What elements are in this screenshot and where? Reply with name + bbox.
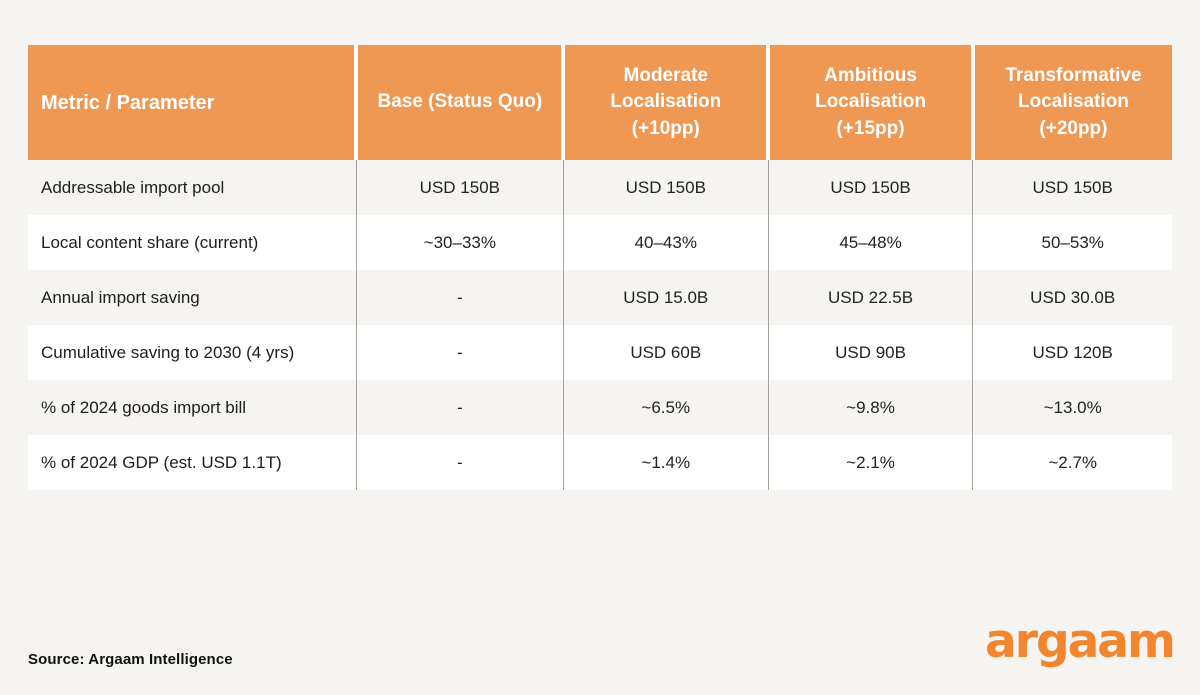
source-note: Source: Argaam Intelligence xyxy=(28,651,233,668)
cell-value: USD 30.0B xyxy=(972,270,1172,325)
cell-value: ~1.4% xyxy=(562,435,769,490)
cell-value: 40–43% xyxy=(562,215,769,270)
row-metric: % of 2024 GDP (est. USD 1.1T) xyxy=(41,452,282,472)
cell-value: USD 120B xyxy=(972,325,1172,380)
header-metric-parameter: Metric / Parameter xyxy=(28,45,357,160)
table-row: Local content share (current) ~30–33% 40… xyxy=(28,215,1172,270)
table-row: % of 2024 goods import bill - ~6.5% ~9.8… xyxy=(28,380,1172,435)
cell-value: USD 22.5B xyxy=(767,270,973,325)
cell-value: USD 90B xyxy=(767,325,973,380)
cell-value: - xyxy=(355,270,564,325)
header-ambitious-localisation: Ambitious Localisation (+15pp) xyxy=(766,45,973,160)
cell-value: USD 150B xyxy=(972,160,1172,215)
table-body: Addressable import pool USD 150B USD 150… xyxy=(28,160,1172,490)
table-row: % of 2024 GDP (est. USD 1.1T) - ~1.4% ~2… xyxy=(28,435,1172,490)
table-row: Cumulative saving to 2030 (4 yrs) - USD … xyxy=(28,325,1172,380)
cell-value: ~13.0% xyxy=(972,380,1172,435)
argaam-logo: argaam xyxy=(985,614,1176,669)
cell-value: ~2.1% xyxy=(767,435,973,490)
cell-value: - xyxy=(355,435,564,490)
cell-value: ~9.8% xyxy=(767,380,973,435)
cell-value: ~30–33% xyxy=(355,215,564,270)
cell-value: ~6.5% xyxy=(562,380,769,435)
header-moderate-localisation: Moderate Localisation (+10pp) xyxy=(561,45,769,160)
table-row: Addressable import pool USD 150B USD 150… xyxy=(28,160,1172,215)
cell-value: USD 150B xyxy=(767,160,973,215)
header-transformative-localisation: Transformative Localisation (+20pp) xyxy=(970,45,1172,160)
table-header: Metric / Parameter Base (Status Quo) Mod… xyxy=(28,45,1172,160)
cell-value: 45–48% xyxy=(767,215,973,270)
cell-value: USD 150B xyxy=(562,160,769,215)
cell-value: USD 15.0B xyxy=(562,270,769,325)
cell-value: USD 60B xyxy=(562,325,769,380)
row-metric: Annual import saving xyxy=(41,287,200,307)
header-base-status-quo: Base (Status Quo) xyxy=(354,45,564,160)
header-row: Metric / Parameter Base (Status Quo) Mod… xyxy=(28,45,1172,160)
cell-value: ~2.7% xyxy=(972,435,1172,490)
cell-value: - xyxy=(355,380,564,435)
row-metric: Addressable import pool xyxy=(41,177,225,197)
row-metric: % of 2024 goods import bill xyxy=(41,397,247,417)
cell-value: - xyxy=(355,325,564,380)
cell-value: USD 150B xyxy=(355,160,564,215)
row-metric: Cumulative saving to 2030 (4 yrs) xyxy=(41,342,295,362)
table-row: Annual import saving - USD 15.0B USD 22.… xyxy=(28,270,1172,325)
row-metric: Local content share (current) xyxy=(41,232,259,252)
localisation-scenario-table: Metric / Parameter Base (Status Quo) Mod… xyxy=(28,45,1172,490)
cell-value: 50–53% xyxy=(972,215,1172,270)
